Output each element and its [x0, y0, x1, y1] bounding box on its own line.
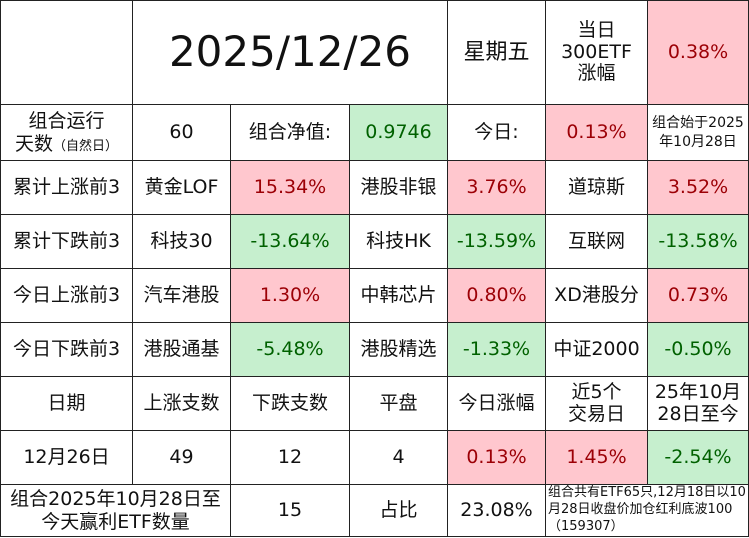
- stats-down-count: 12: [230, 430, 350, 485]
- ranking-value: -13.58%: [647, 214, 749, 269]
- ranking-label: 今日上涨前3: [0, 268, 133, 323]
- ranking-label: 累计下跌前3: [0, 214, 133, 269]
- days-label: 组合运行 天数: [14, 109, 105, 155]
- profit-count: 15: [230, 484, 350, 537]
- ranking-value: 3.52%: [647, 160, 749, 215]
- stats-row: 12月26日 49 12 4 0.13% 1.45% -2.54%: [0, 430, 749, 485]
- ranking-value: -0.50%: [647, 322, 749, 377]
- stats-header: 日期: [0, 376, 133, 431]
- stats-5day-change: 1.45%: [545, 430, 648, 485]
- days-note: （自然日）: [53, 138, 119, 154]
- stats-header: 25年10月 28日至今: [647, 376, 749, 431]
- ranking-value: -13.64%: [230, 214, 350, 269]
- ranking-name: 科技HK: [349, 214, 448, 269]
- ranking-value: 15.34%: [230, 160, 350, 215]
- ranking-name: 中证2000: [545, 322, 648, 377]
- stats-today-change: 0.13%: [447, 430, 546, 485]
- footer-row: 组合2025年10月28日至 今天赢利ETF数量 15 占比 23.08% 组合…: [0, 484, 749, 537]
- ranking-row: 今日下跌前3 港股通基 -5.48% 港股精选 -1.33% 中证2000 -0…: [0, 322, 749, 377]
- today-label: 今日:: [447, 104, 546, 161]
- ranking-name: 道琼斯: [545, 160, 648, 215]
- stats-flat-count: 4: [349, 430, 448, 485]
- stats-header: 上涨支数: [132, 376, 231, 431]
- start-note: 组合始于2025年10月28日: [647, 104, 749, 161]
- stats-header: 下跌支数: [230, 376, 350, 431]
- today-value: 0.13%: [545, 104, 648, 161]
- ranking-value: 0.80%: [447, 268, 546, 323]
- ranking-value: -5.48%: [230, 322, 350, 377]
- ranking-name: 科技30: [132, 214, 231, 269]
- days-label-cell: 组合运行 天数（自然日）: [0, 104, 133, 161]
- ranking-label: 累计上涨前3: [0, 160, 133, 215]
- header-empty-cell: [0, 0, 133, 105]
- etf-label: 当日 300ETF 涨幅: [545, 0, 648, 105]
- ranking-label: 今日下跌前3: [0, 322, 133, 377]
- ranking-value: -1.33%: [447, 322, 546, 377]
- days-value: 60: [132, 104, 231, 161]
- header-row: 2025/12/26 星期五 当日 300ETF 涨幅 0.38%: [0, 0, 749, 105]
- stats-header: 近5个 交易日: [545, 376, 648, 431]
- ranking-name: 港股非银: [349, 160, 448, 215]
- ratio-value: 23.08%: [447, 484, 546, 537]
- ranking-value: -13.59%: [447, 214, 546, 269]
- ranking-row: 累计下跌前3 科技30 -13.64% 科技HK -13.59% 互联网 -13…: [0, 214, 749, 269]
- ranking-name: 港股精选: [349, 322, 448, 377]
- nav-label: 组合净值:: [230, 104, 350, 161]
- ranking-name: 汽车港股: [132, 268, 231, 323]
- summary-row: 组合运行 天数（自然日） 60 组合净值: 0.9746 今日: 0.13% 组…: [0, 104, 749, 161]
- stats-header: 今日涨幅: [447, 376, 546, 431]
- ranking-name: 港股通基: [132, 322, 231, 377]
- portfolio-note: 组合共有ETF65只,12月18日以10月28日收盘价加仓红利底波100（159…: [545, 484, 749, 537]
- stats-header-row: 日期 上涨支数 下跌支数 平盘 今日涨幅 近5个 交易日 25年10月 28日至…: [0, 376, 749, 431]
- ranking-name: 黄金LOF: [132, 160, 231, 215]
- ranking-row: 累计上涨前3 黄金LOF 15.34% 港股非银 3.76% 道琼斯 3.52%: [0, 160, 749, 215]
- ranking-value: 3.76%: [447, 160, 546, 215]
- stats-date: 12月26日: [0, 430, 133, 485]
- ratio-label: 占比: [349, 484, 448, 537]
- stats-since-start-change: -2.54%: [647, 430, 749, 485]
- ranking-value: 0.73%: [647, 268, 749, 323]
- report-date: 2025/12/26: [132, 0, 448, 105]
- ranking-name: 互联网: [545, 214, 648, 269]
- stats-up-count: 49: [132, 430, 231, 485]
- ranking-row: 今日上涨前3 汽车港股 1.30% 中韩芯片 0.80% XD港股分 0.73%: [0, 268, 749, 323]
- etf-value: 0.38%: [647, 0, 749, 105]
- profit-count-label: 组合2025年10月28日至 今天赢利ETF数量: [0, 484, 231, 537]
- stats-header: 平盘: [349, 376, 448, 431]
- weekday: 星期五: [447, 0, 546, 105]
- ranking-name: XD港股分: [545, 268, 648, 323]
- nav-value: 0.9746: [349, 104, 448, 161]
- ranking-name: 中韩芯片: [349, 268, 448, 323]
- ranking-value: 1.30%: [230, 268, 350, 323]
